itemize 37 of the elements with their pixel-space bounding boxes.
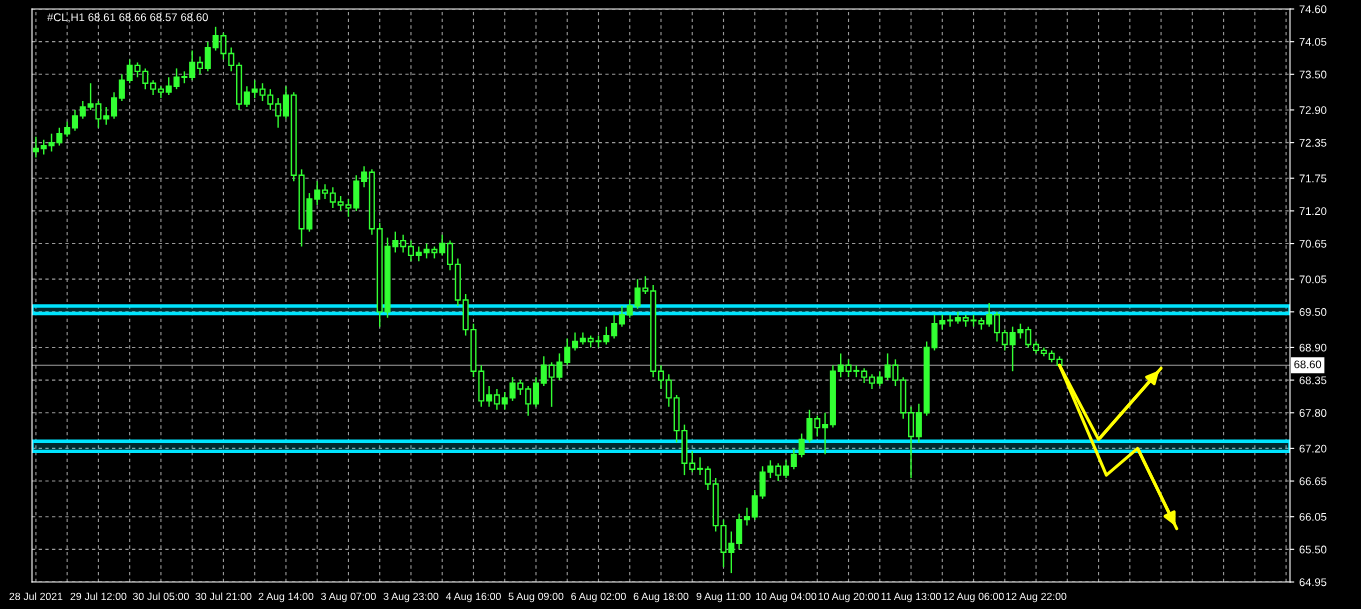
x-tick-label: 11 Aug 13:00 xyxy=(881,592,941,603)
x-tick-label: 30 Jul 21:00 xyxy=(195,592,252,601)
x-tick-label: 6 Aug 02:00 xyxy=(571,592,626,603)
x-tick-label: 2 Aug 14:00 xyxy=(258,592,314,603)
y-tick-label: 66.05 xyxy=(1299,512,1327,521)
y-tick-label: 74.05 xyxy=(1299,37,1327,46)
y-tick-label: 72.35 xyxy=(1299,138,1327,147)
ref-line-label: 68.60 xyxy=(1294,360,1322,369)
y-tick-label: 68.35 xyxy=(1299,376,1327,385)
y-tick-label: 70.05 xyxy=(1299,275,1327,284)
chart-title: #CL,H1 68.61 68.66 68.57 68.60 xyxy=(47,13,208,23)
x-tick-label: 30 Jul 05:00 xyxy=(132,592,189,601)
y-tick-label: 70.65 xyxy=(1299,239,1327,248)
y-tick-label: 64.95 xyxy=(1299,578,1327,587)
y-tick-label: 67.20 xyxy=(1299,444,1327,453)
y-tick-label: 65.50 xyxy=(1299,545,1327,554)
x-tick-label: 10 Aug 04:00 xyxy=(756,592,817,603)
y-tick-label: 74.60 xyxy=(1299,5,1327,14)
x-tick-label: 5 Aug 09:00 xyxy=(508,592,564,603)
y-tick-label: 71.20 xyxy=(1299,207,1327,216)
x-tick-label: 4 Aug 16:00 xyxy=(445,592,501,603)
y-tick-label: 67.80 xyxy=(1299,409,1327,417)
y-tick-label: 69.50 xyxy=(1299,308,1327,316)
y-tick-label: 66.65 xyxy=(1299,477,1327,486)
x-tick-label: 29 Jul 12:00 xyxy=(70,592,127,601)
y-tick-label: 71.75 xyxy=(1299,174,1327,183)
y-tick-label: 68.90 xyxy=(1299,343,1327,352)
y-tick-label: 72.90 xyxy=(1299,106,1327,115)
x-tick-label: 6 Aug 18:00 xyxy=(633,592,689,603)
x-tick-label: 3 Aug 23:00 xyxy=(383,592,439,603)
y-tick-label: 73.50 xyxy=(1299,70,1327,79)
x-tick-label: 10 Aug 20:00 xyxy=(818,592,879,603)
x-tick-label: 12 Aug 06:00 xyxy=(943,592,1004,603)
x-tick-label: 12 Aug 22:00 xyxy=(1006,592,1067,603)
x-tick-label: 9 Aug 11:00 xyxy=(696,592,751,603)
x-tick-label: 3 Aug 07:00 xyxy=(321,592,376,603)
x-tick-label: 28 Jul 2021 xyxy=(9,592,63,601)
